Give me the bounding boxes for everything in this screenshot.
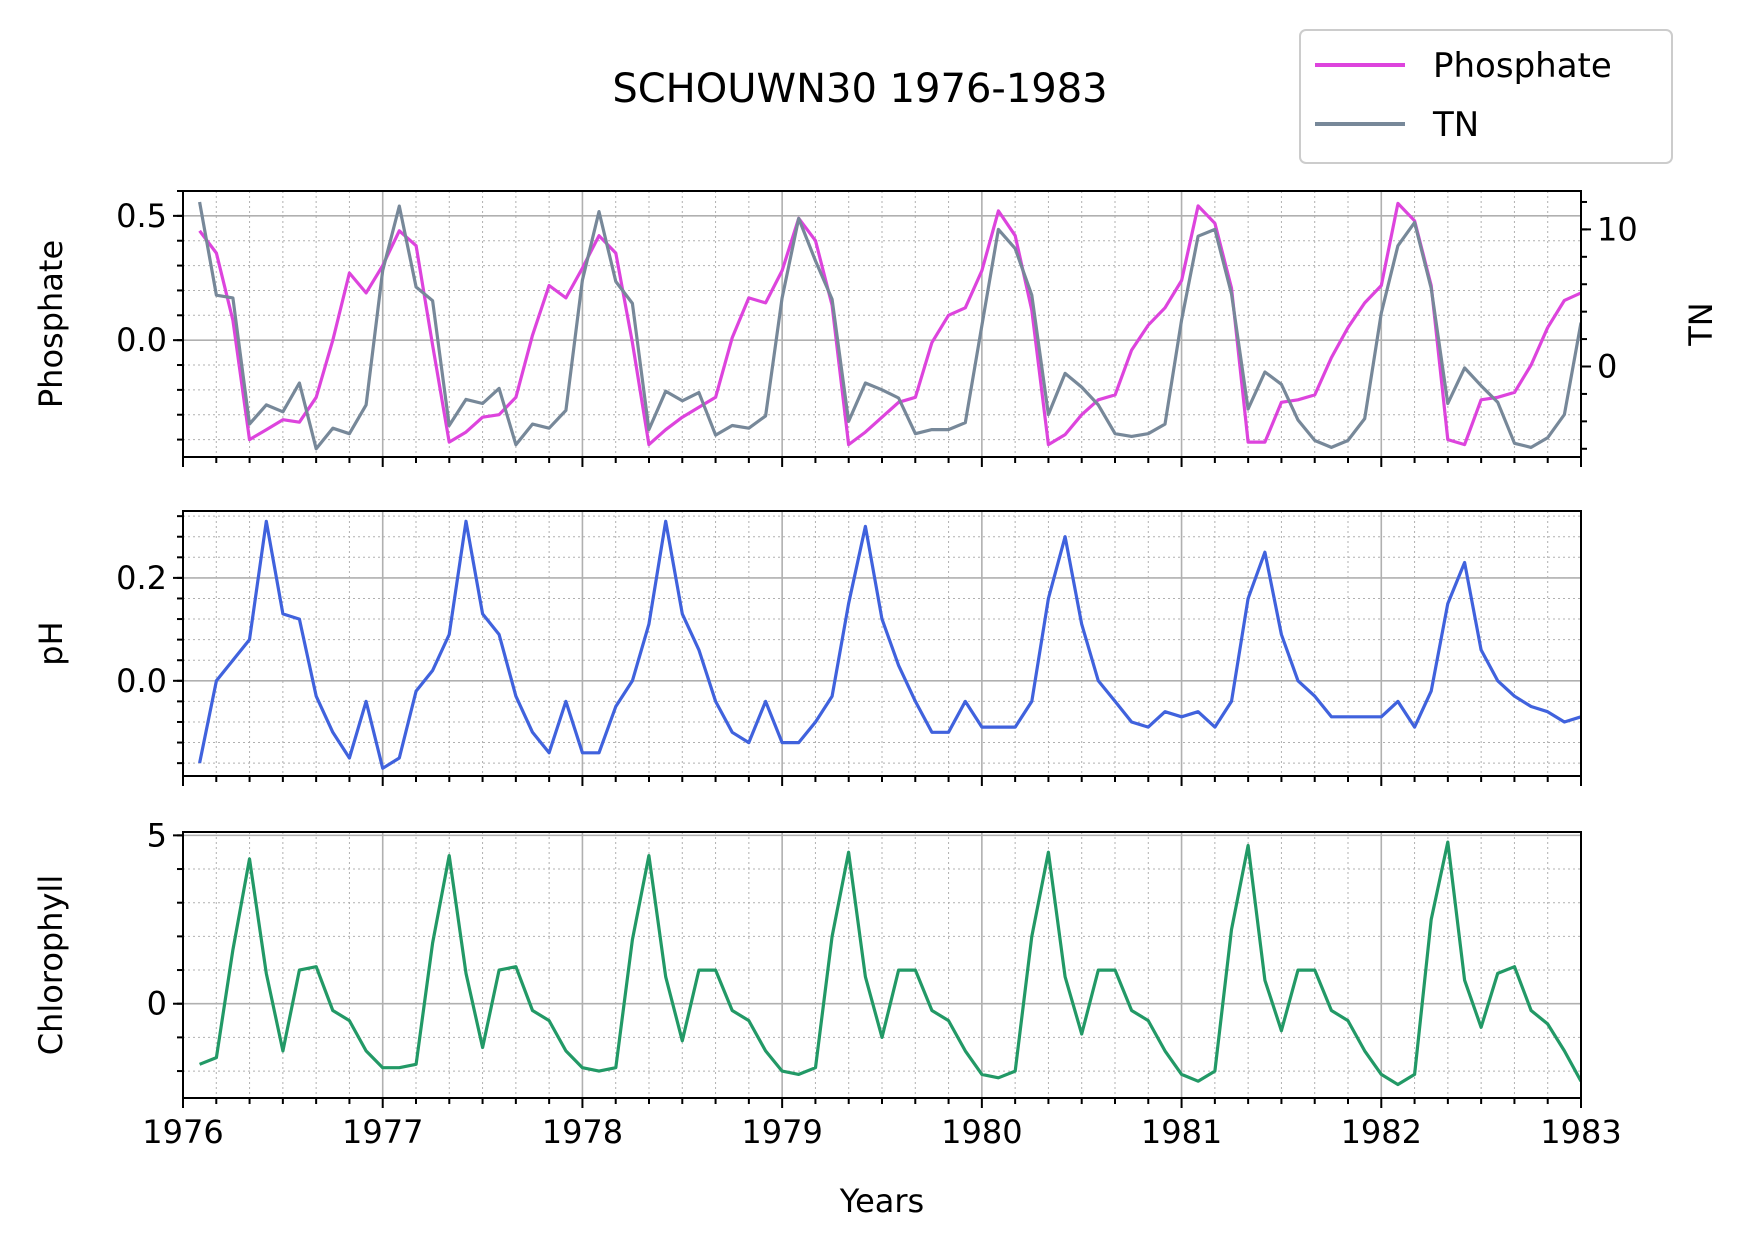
legend-phosphate-label: Phosphate <box>1433 46 1612 86</box>
right-y-axis-label: TN <box>1682 302 1720 346</box>
right-y-tick-label: 10 <box>1597 210 1638 248</box>
x-tick-label: 1977 <box>342 1113 423 1151</box>
right-y-tick-label: 0 <box>1597 348 1617 386</box>
x-tick-label: 1980 <box>941 1113 1022 1151</box>
x-axis-tick-labels: 1976 1977 1978 1979 1980 1981 1982 1983 <box>142 1113 1621 1151</box>
phosphate-tn-panel: 0.5 0.0 Phosphate 10 0 TN <box>32 190 1720 467</box>
chart-title: SCHOUWN30 1976-1983 <box>612 66 1107 112</box>
y-tick-label: 0.0 <box>116 321 167 359</box>
x-tick-label: 1983 <box>1540 1113 1621 1151</box>
panel-frame <box>182 831 1582 1099</box>
x-tick-label: 1981 <box>1141 1113 1222 1151</box>
y-axis-label: Chlorophyll <box>32 875 70 1055</box>
x-tick-label: 1982 <box>1341 1113 1422 1151</box>
legend: Phosphate TN <box>1299 29 1673 164</box>
x-tick-label: 1978 <box>542 1113 623 1151</box>
y-tick-label: 0.0 <box>116 662 167 700</box>
y-tick-label: 0.2 <box>116 559 167 597</box>
tn-line <box>198 201 1581 451</box>
x-tick-label: 1979 <box>741 1113 822 1151</box>
y-tick-label: 0.5 <box>116 197 167 235</box>
y-tick-label: 0 <box>147 985 167 1023</box>
panel-frame <box>182 190 1582 458</box>
phosphate-line <box>198 201 1581 447</box>
x-tick-label: 1976 <box>142 1113 223 1151</box>
y-tick-label: 5 <box>147 816 167 854</box>
ph-line <box>198 519 1581 770</box>
y-axis-label: pH <box>32 621 70 665</box>
y-axis-label: Phosphate <box>32 240 70 408</box>
x-axis-label: Years <box>839 1182 924 1220</box>
chlorophyll-panel: 5 0 Chlorophyll <box>32 816 1582 1108</box>
chlorophyll-line <box>199 840 1581 1087</box>
legend-tn-label: TN <box>1432 105 1479 145</box>
panel-frame <box>182 510 1582 777</box>
ph-panel: 0.2 0.0 pH <box>32 510 1582 786</box>
